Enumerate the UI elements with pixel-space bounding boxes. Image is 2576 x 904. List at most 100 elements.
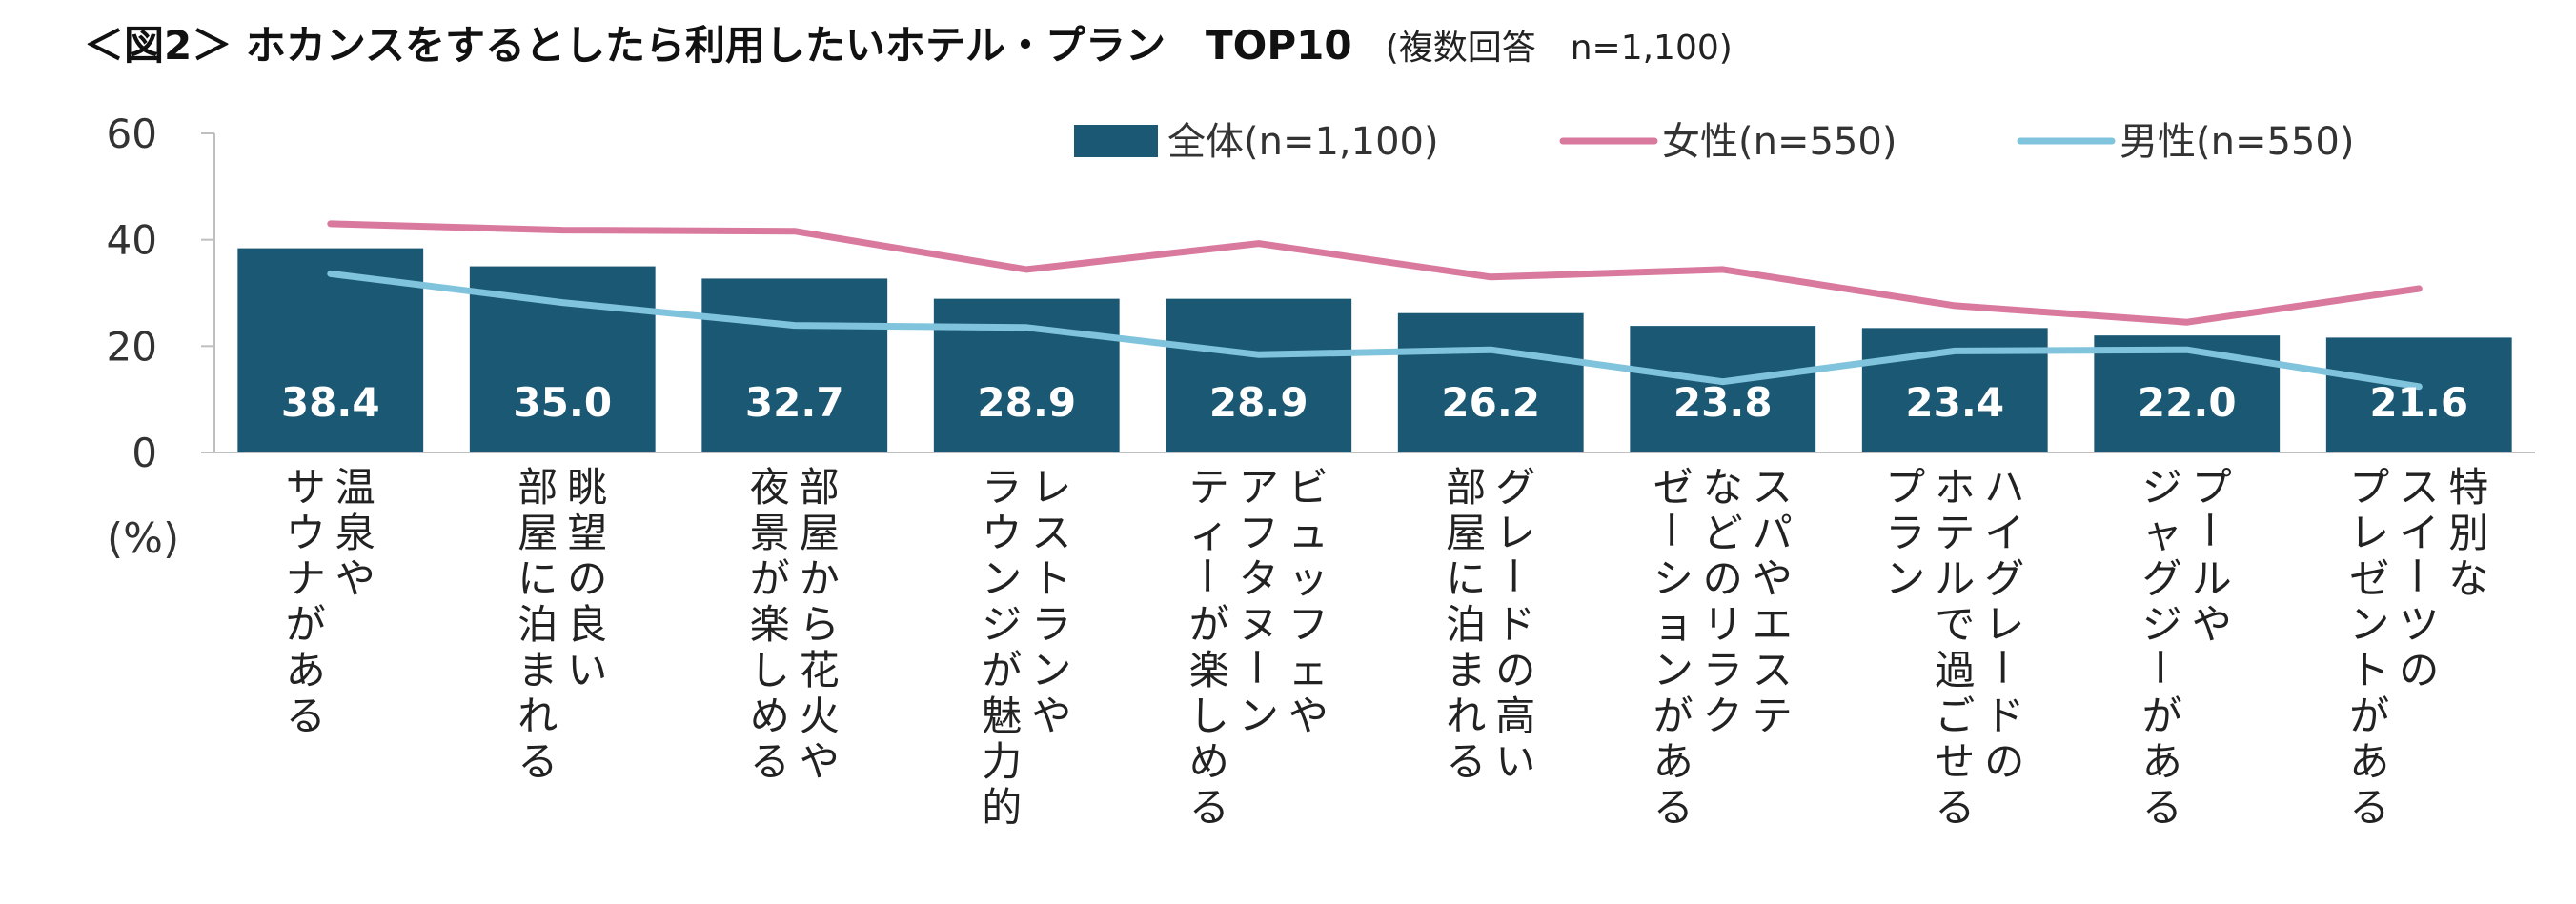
category-char: ご	[1935, 693, 1975, 739]
category-char: の	[1703, 555, 1743, 602]
category-char: な	[2448, 555, 2488, 602]
category-char: エ	[1753, 601, 1793, 648]
bar	[1397, 312, 1584, 452]
category-char: や	[1031, 693, 1071, 739]
category-char: や	[335, 555, 375, 602]
bar-value-label: 28.9	[1209, 379, 1308, 426]
category-char: ャ	[2142, 510, 2182, 556]
bars	[237, 248, 2512, 452]
category-char: あ	[286, 647, 326, 693]
category-char: い	[1495, 738, 1535, 785]
category-char: 泊	[517, 601, 558, 648]
category-char: 火	[800, 693, 840, 739]
category-char: ド	[1984, 693, 2024, 739]
category-char: レ	[1984, 601, 2024, 648]
category-char: テ	[1753, 693, 1793, 739]
category-char: 楽	[1189, 647, 1229, 693]
bar-value-label: 32.7	[745, 379, 844, 426]
category-char: ッ	[1288, 555, 1329, 602]
category-char: ー	[1232, 647, 1279, 687]
category-char: ー	[2136, 647, 2182, 687]
category-char: 眺	[567, 464, 607, 511]
category-char: 過	[1935, 647, 1975, 693]
category-char: ヌ	[1239, 601, 1279, 648]
category-char: 魅	[982, 693, 1022, 739]
category-char: 的	[982, 784, 1022, 831]
category-char: ス	[1031, 510, 1071, 556]
category-char: 部	[517, 464, 558, 511]
category-char: ン	[2349, 601, 2389, 648]
category-char: ー	[1183, 555, 1229, 595]
chart-title: ＜図2＞ ホカンスをするとしたら利用したいホテル・プラン TOP10	[84, 22, 1352, 69]
category-char: ら	[800, 601, 840, 648]
category-char: ト	[2349, 647, 2389, 693]
category-char: ス	[2399, 464, 2439, 511]
category-char: レ	[1031, 464, 1071, 511]
category-char: で	[1935, 601, 1975, 648]
category-char: ど	[1703, 510, 1743, 556]
category-char: あ	[2349, 738, 2389, 785]
category-char: ス	[1753, 647, 1793, 693]
category-char: ハ	[1984, 464, 2024, 511]
category-char: パ	[1753, 510, 1793, 556]
category-char: な	[1703, 464, 1743, 511]
category-char: リ	[1703, 601, 1743, 648]
bar-value-label: 23.8	[1673, 379, 1773, 426]
category-char: 泉	[335, 510, 375, 556]
legend-label: 全体(n=1,100)	[1167, 120, 1439, 164]
category-char: が	[286, 601, 326, 648]
category-char: が	[1653, 693, 1694, 739]
category-char: 部	[800, 464, 840, 511]
bar	[2325, 337, 2512, 452]
category-char: や	[1288, 693, 1329, 739]
category-char: ア	[1239, 464, 1279, 511]
category-char: や	[1753, 555, 1793, 602]
category-char: ト	[1031, 555, 1071, 602]
category-char: タ	[1239, 555, 1279, 602]
category-char: ジ	[2142, 601, 2182, 648]
category-char: サ	[286, 464, 326, 511]
category-char: ナ	[286, 555, 326, 602]
category-char: ー	[1489, 555, 1535, 595]
legend-label: 男性(n=550)	[2120, 120, 2354, 164]
category-char: ル	[1935, 555, 1975, 602]
category-char: 温	[335, 464, 375, 511]
category-char: 力	[982, 738, 1022, 785]
category-char: が	[750, 555, 790, 602]
category-char: ー	[2185, 510, 2232, 550]
category-char: 望	[567, 510, 607, 556]
category-char: フ	[1288, 601, 1329, 648]
category-char: ラ	[982, 464, 1022, 511]
category-char: テ	[1189, 464, 1229, 511]
category-char: ツ	[2399, 601, 2439, 648]
category-char: れ	[1446, 693, 1486, 739]
category-char: 屋	[517, 510, 558, 556]
category-char: テ	[1935, 510, 1975, 556]
category-char: イ	[1984, 510, 2024, 556]
category-char: る	[2349, 784, 2389, 831]
y-tick-label: 20	[107, 323, 157, 370]
legend-swatch	[1074, 125, 1158, 157]
category-char: ウ	[286, 510, 326, 556]
category-char: レ	[2349, 510, 2389, 556]
lines	[327, 220, 2423, 391]
category-char: ン	[1653, 647, 1694, 693]
bar-value-label: 38.4	[281, 379, 380, 426]
category-char: が	[2142, 693, 2182, 739]
category-char: プ	[2349, 464, 2389, 511]
category-char: ン	[982, 555, 1022, 602]
category-char: グ	[1984, 555, 2024, 602]
category-char: ョ	[1653, 601, 1694, 648]
category-char: る	[750, 738, 790, 785]
bar-value-label: 21.6	[2369, 379, 2468, 426]
axes: 0 20 40 60	[107, 110, 2535, 476]
category-char: 特	[2448, 464, 2488, 511]
category-char: め	[750, 693, 790, 739]
category-char: ン	[1885, 555, 1925, 602]
category-char: や	[2192, 601, 2232, 648]
category-char: 楽	[750, 601, 790, 648]
category-char: ス	[1753, 464, 1793, 511]
category-char: 良	[567, 601, 607, 648]
